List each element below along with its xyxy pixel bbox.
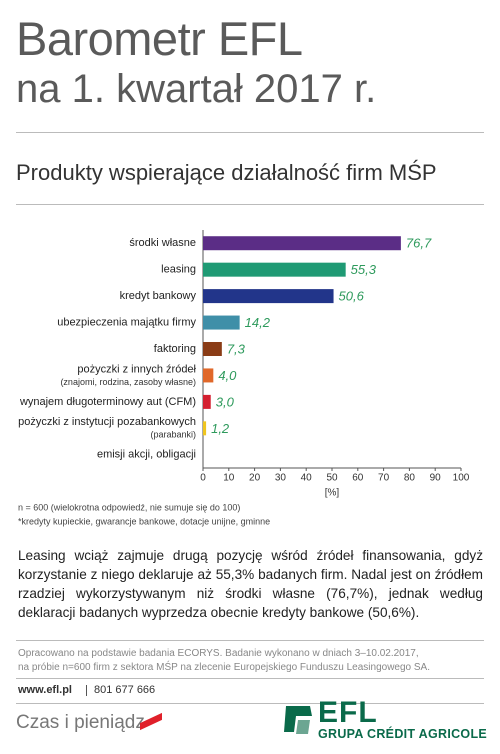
x-tick-label: 80	[404, 473, 416, 484]
category-label: leasing	[161, 264, 196, 276]
website: www.efl.pl	[18, 684, 72, 696]
chart: 0 10 20 30 40 50 60 70 80 90 100 [%] środki własne 76…	[18, 230, 470, 526]
category-label: pożyczki z innych źródeł	[77, 363, 196, 375]
value-label: 50,6	[339, 289, 365, 304]
value-label: 3,0	[216, 394, 235, 409]
divider	[16, 132, 484, 133]
divider	[16, 640, 484, 641]
bar	[203, 421, 207, 436]
phone: 801 677 666	[94, 684, 156, 696]
chart-note: n = 600 (wielokrotna odpowiedź, nie sumu…	[18, 502, 240, 512]
category-label: wynajem długoterminowy aut (CFM)	[19, 396, 196, 408]
x-tick-label: 50	[326, 473, 338, 484]
bar	[203, 368, 214, 383]
category-label: ubezpieczenia majątku firmy	[57, 316, 196, 328]
category-label: faktoring	[154, 343, 196, 355]
category-label: środki własne	[129, 237, 196, 249]
chart-title: Produkty wspierające działalność firm MŚ…	[16, 160, 437, 185]
title: Barometr EFL	[16, 12, 303, 65]
divider	[16, 204, 484, 205]
category-note: (znajomi, rodzina, zasoby własne)	[60, 377, 196, 387]
logo: EFL	[318, 696, 378, 729]
source-line: Opracowano na podstawie badania ECORYS. …	[18, 648, 419, 659]
description: Leasing wciąż zajmuje drugą pozycję wśró…	[18, 548, 483, 620]
bar	[203, 236, 401, 251]
bar	[203, 394, 211, 409]
value-label: 76,7	[406, 236, 432, 251]
x-axis-label: [%]	[325, 488, 340, 499]
brand: Czas i pieniądz	[16, 712, 145, 733]
x-tick-label: 90	[430, 473, 442, 484]
divider	[16, 703, 484, 704]
logo-icon	[284, 706, 312, 734]
separator	[86, 685, 87, 696]
x-tick-label: 60	[352, 473, 364, 484]
x-tick-label: 0	[200, 473, 206, 484]
x-tick-label: 70	[378, 473, 390, 484]
source-line: na próbie n=600 firm z sektora MŚP na zl…	[18, 662, 431, 673]
x-tick-label: 20	[249, 473, 261, 484]
value-label: 4,0	[218, 368, 237, 383]
divider	[16, 678, 484, 679]
x-tick-label: 100	[453, 473, 470, 484]
bar	[203, 289, 334, 304]
category-label: kredyt bankowy	[120, 290, 197, 302]
category-label: pożyczki z instytucji pozabankowych	[18, 416, 196, 428]
bar	[203, 315, 240, 330]
category-label: emisji akcji, obligacji	[97, 449, 196, 461]
subtitle: na 1. kwartał 2017 r.	[16, 67, 377, 111]
group-name: GRUPA CRÉDIT AGRICOLE	[318, 727, 488, 741]
value-label: 14,2	[245, 315, 271, 330]
bar	[203, 262, 346, 277]
value-label: 7,3	[227, 341, 246, 356]
bar	[203, 342, 222, 356]
x-tick-label: 30	[275, 473, 287, 484]
x-tick-label: 40	[301, 473, 313, 484]
chart-note: *kredyty kupieckie, gwarancje bankowe, d…	[18, 516, 270, 526]
category-note: (parabanki)	[150, 430, 196, 440]
value-label: 55,3	[351, 262, 377, 277]
x-tick-label: 10	[223, 473, 235, 484]
value-label: 1,2	[211, 421, 230, 436]
